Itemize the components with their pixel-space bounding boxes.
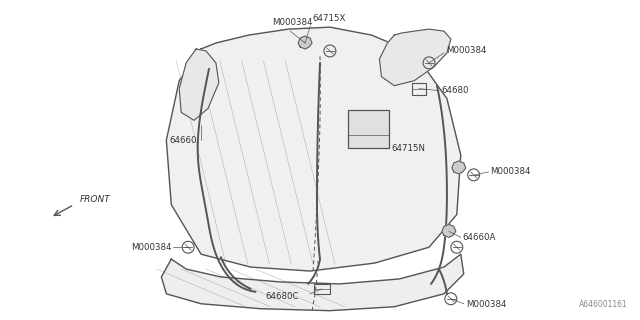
Text: 64715X: 64715X — [312, 14, 346, 23]
Polygon shape — [161, 254, 464, 311]
Bar — [412, 83, 426, 95]
Text: M000384: M000384 — [466, 300, 506, 309]
Text: M000384: M000384 — [490, 167, 531, 176]
Polygon shape — [380, 29, 451, 86]
Bar — [314, 284, 330, 294]
Text: M000384: M000384 — [446, 46, 486, 55]
Polygon shape — [452, 161, 466, 174]
Text: FRONT: FRONT — [80, 195, 111, 204]
Polygon shape — [442, 224, 456, 237]
Polygon shape — [298, 36, 312, 49]
Polygon shape — [179, 49, 219, 120]
Text: A646001161: A646001161 — [579, 300, 627, 309]
Text: M000384: M000384 — [272, 18, 312, 27]
Text: M000384: M000384 — [131, 243, 172, 252]
Text: 64660A: 64660A — [463, 233, 496, 242]
Text: 64680C: 64680C — [266, 292, 299, 301]
FancyBboxPatch shape — [348, 110, 389, 148]
Text: 64660: 64660 — [170, 136, 197, 145]
Text: 64715N: 64715N — [392, 144, 426, 153]
Polygon shape — [166, 27, 461, 271]
Text: 64680: 64680 — [441, 86, 468, 95]
